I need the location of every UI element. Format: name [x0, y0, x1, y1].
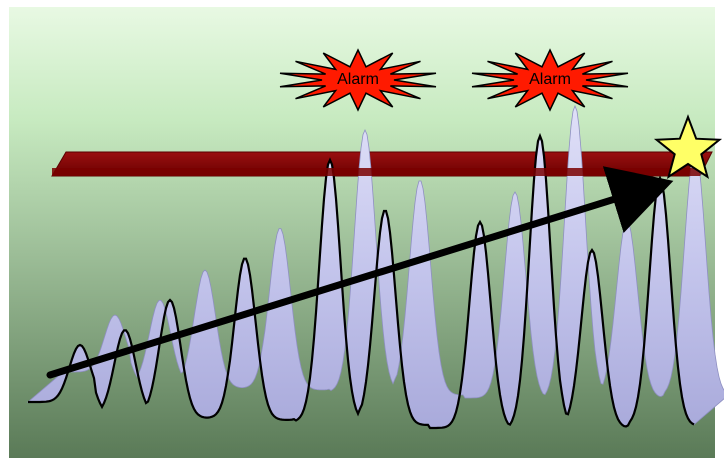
- star-icon: [653, 114, 723, 179]
- threshold-bar-front-edge: [52, 168, 700, 176]
- alarm-label: Alarm: [337, 71, 379, 88]
- waveform-ribbon: [26, 104, 724, 430]
- waveform-line: [28, 132, 695, 430]
- alarm-starburst-icon: [471, 48, 629, 112]
- alarm-label: Alarm: [529, 71, 571, 88]
- alarm-starburst-icon: [279, 48, 437, 112]
- alarm-badge: Alarm: [471, 48, 629, 112]
- trend-arrow-icon: [46, 166, 674, 379]
- alarm-badge: Alarm: [279, 48, 437, 112]
